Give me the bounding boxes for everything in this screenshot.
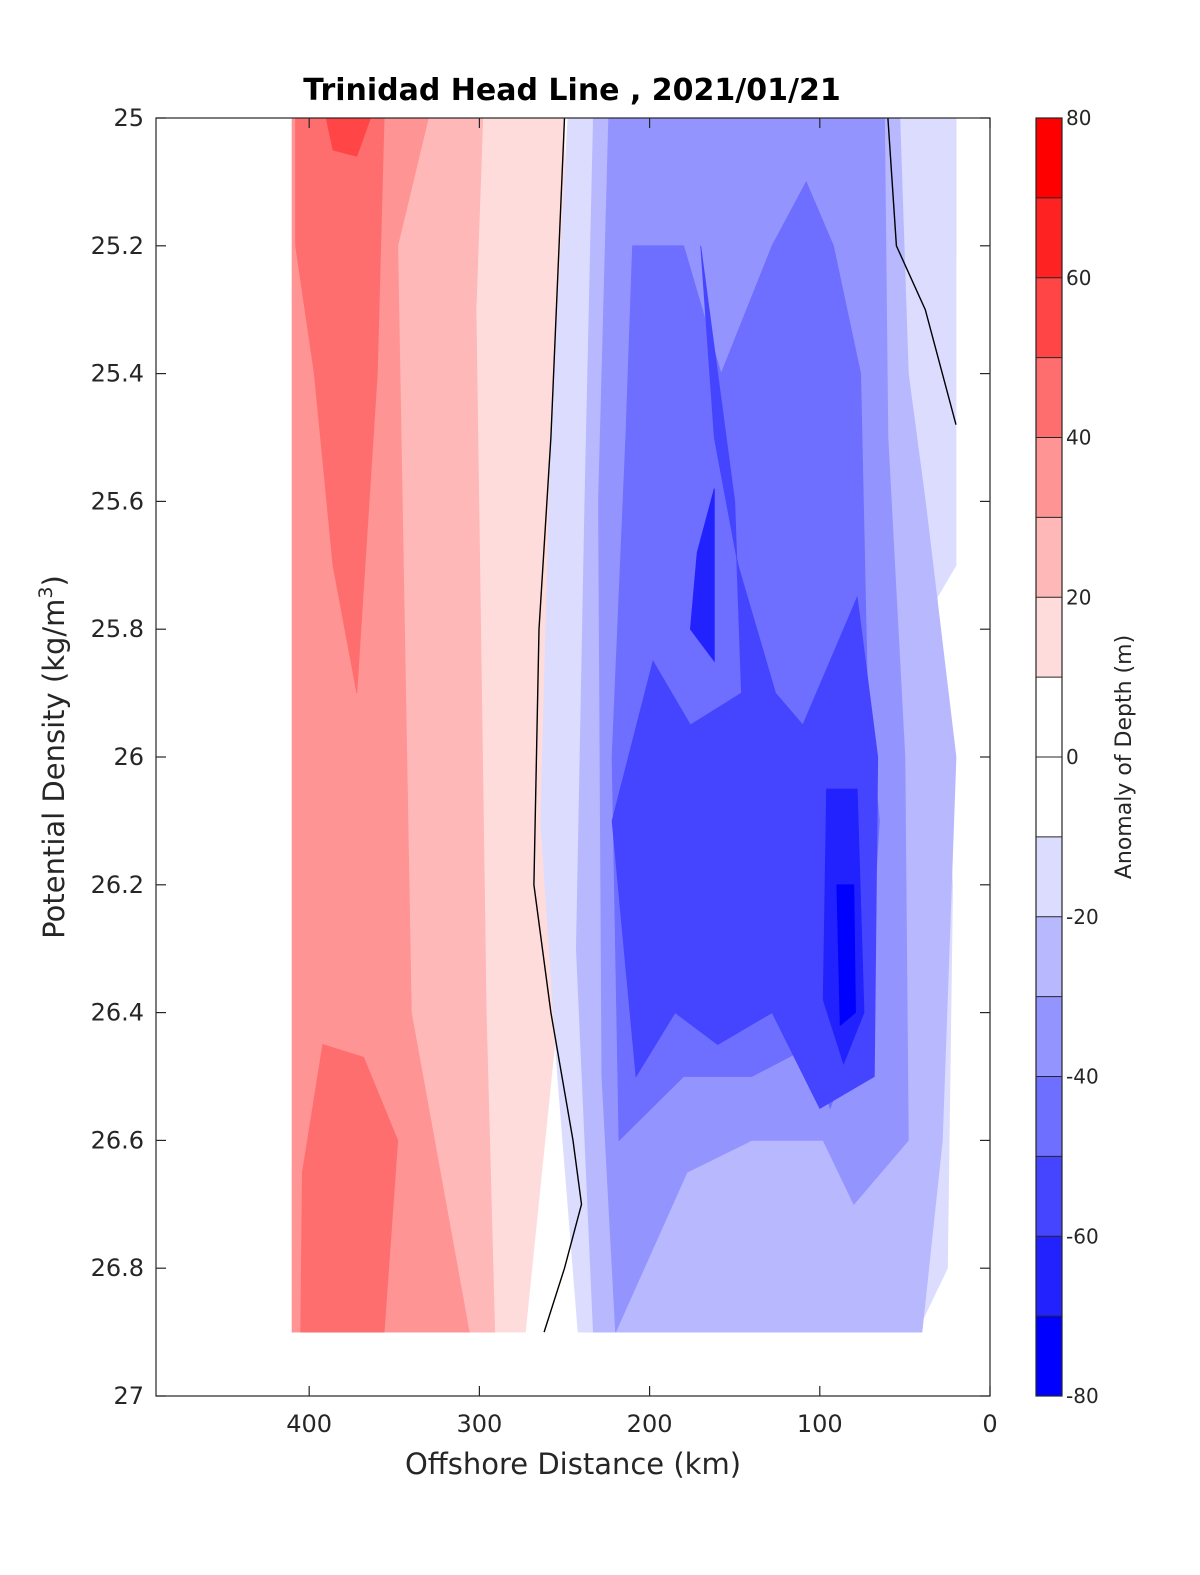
y-tick-label: 25.8 xyxy=(91,615,144,643)
colorbar-swatch xyxy=(1036,517,1062,598)
colorbar-swatch xyxy=(1036,996,1062,1077)
x-tick-label: 300 xyxy=(456,1410,502,1438)
y-axis-label-close: ) xyxy=(37,575,71,586)
colorbar-tick-label: -80 xyxy=(1066,1384,1099,1408)
colorbar-tick-label: 40 xyxy=(1066,426,1091,450)
y-tick-label: 25.4 xyxy=(91,360,144,388)
y-tick-label: 26.2 xyxy=(91,871,144,899)
y-tick-label: 27 xyxy=(113,1382,144,1410)
x-axis-label: Offshore Distance (km) xyxy=(405,1447,741,1481)
colorbar-swatch xyxy=(1036,1156,1062,1237)
y-tick-label: 25.6 xyxy=(91,487,144,515)
colorbar-frame xyxy=(1035,117,1063,1397)
colorbar-tick-label: 20 xyxy=(1066,585,1091,609)
colorbar-tick-label: 0 xyxy=(1066,745,1079,769)
zero-contour-offshore xyxy=(533,118,583,1333)
y-axis-label-text: Potential Density (kg/m xyxy=(37,599,71,939)
y-axis: 25 25.2 25.4 25.6 25.8 26 26.2 26.4 26.6 26.8 27 xyxy=(91,104,990,1410)
colorbar-tick-label: -20 xyxy=(1066,905,1099,929)
x-tick-label: 100 xyxy=(797,1410,843,1438)
y-tick-label: 26.4 xyxy=(91,999,144,1027)
colorbar-tick-label: -60 xyxy=(1066,1224,1099,1248)
x-tick-label: 200 xyxy=(627,1410,673,1438)
colorbar-swatch xyxy=(1036,677,1062,758)
y-axis-label: Potential Density (kg/m3) xyxy=(35,575,71,939)
colorbar-swatch xyxy=(1036,277,1062,359)
x-tick-label: 400 xyxy=(286,1410,332,1438)
region-negative-anomaly-60-upper xyxy=(689,488,715,663)
y-tick-label: 26.8 xyxy=(91,1254,144,1282)
y-tick-label: 26 xyxy=(113,743,144,771)
contour-regions xyxy=(291,118,957,1333)
region-positive-anomaly-40-deep xyxy=(300,1043,399,1333)
colorbar-swatch xyxy=(1036,1236,1062,1317)
colorbar-swatch xyxy=(1036,357,1062,438)
colorbar-swatch xyxy=(1036,437,1062,518)
colorbar-swatch xyxy=(1036,118,1062,199)
x-tick-label: 0 xyxy=(982,1410,997,1438)
colorbar-tick-label: 60 xyxy=(1066,266,1091,290)
y-axis-label-superscript: 3 xyxy=(35,586,57,598)
plot-area: 400 300 200 100 0 25 25.2 25.4 25.6 25.8 26 26.2 26… xyxy=(91,104,998,1438)
colorbar-swatch xyxy=(1036,197,1062,279)
colorbar: 80 60 40 20 0 -20 -40 -60 -80 xyxy=(1035,106,1099,1408)
region-positive-anomaly-50 xyxy=(325,118,371,157)
colorbar-swatch xyxy=(1036,1076,1062,1157)
colorbar-label: Anomaly of Depth (m) xyxy=(1112,635,1137,879)
region-negative-anomaly-70 xyxy=(836,884,856,1027)
region-positive-anomaly-40 xyxy=(295,118,385,694)
zero-contour-nearshore xyxy=(887,118,957,425)
colorbar-tick-label: -40 xyxy=(1066,1065,1099,1089)
zero-contours xyxy=(533,118,957,1333)
chart-title: Trinidad Head Line , 2021/01/21 xyxy=(303,73,840,108)
colorbar-swatch xyxy=(1036,597,1062,678)
colorbar-swatch xyxy=(1036,757,1062,838)
colorbar-swatch xyxy=(1036,916,1062,998)
y-tick-label: 25 xyxy=(113,104,144,132)
x-axis: 400 300 200 100 0 xyxy=(286,118,998,1438)
colorbar-tick-label: 80 xyxy=(1066,106,1091,130)
y-tick-label: 26.6 xyxy=(91,1126,144,1154)
colorbar-swatch xyxy=(1036,1316,1062,1397)
colorbar-swatch xyxy=(1036,836,1062,918)
y-tick-label: 25.2 xyxy=(91,232,144,260)
region-negative-anomaly-50 xyxy=(611,245,879,1110)
